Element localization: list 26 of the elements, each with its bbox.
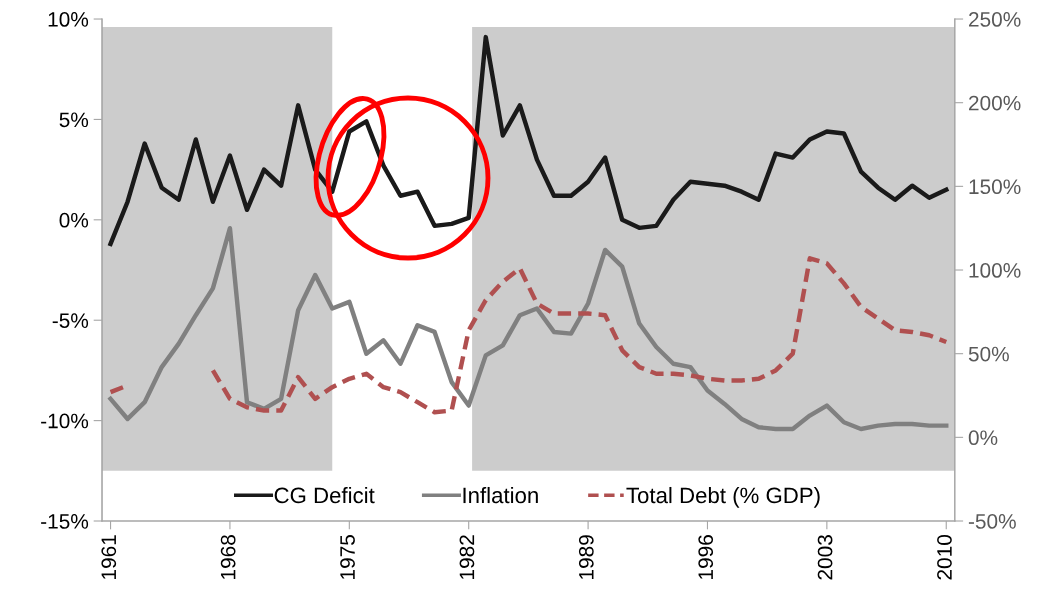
- x-tick-label: 1982: [459, 535, 475, 579]
- legend-label: CG Deficit: [274, 486, 375, 504]
- line-series: [108, 34, 949, 247]
- x-tick-label: 1968: [220, 535, 236, 579]
- y2-tick-label: 250%: [969, 12, 1021, 27]
- y2-tick-label: 150%: [969, 179, 1021, 195]
- y-tick-label: -10%: [41, 413, 89, 429]
- x-tick-label: 1961: [101, 535, 117, 579]
- line-series: [108, 225, 949, 432]
- y-tick-label: 0%: [59, 212, 89, 228]
- y2-tick-label: 200%: [969, 95, 1021, 111]
- y-tick-label: 5%: [59, 112, 89, 128]
- x-tick-label: 1975: [340, 535, 355, 579]
- legend-label: Inflation: [463, 486, 538, 504]
- y2-tick-label: -50%: [968, 514, 1016, 529]
- y2-tick-label: 0%: [968, 430, 998, 446]
- y2-tick-label: 50%: [968, 346, 1009, 362]
- x-tick-label: 1989: [578, 535, 594, 579]
- x-tick-label: 2010: [937, 535, 952, 580]
- y-tick-label: -5%: [52, 313, 89, 328]
- legend-label: Total Debt (% GDP): [626, 486, 820, 508]
- y-tick-label: 10%: [48, 12, 89, 27]
- x-tick-label: 2003: [817, 535, 833, 580]
- y-tick-label: -15%: [41, 514, 89, 529]
- y2-tick-label: 100%: [969, 263, 1021, 278]
- x-tick-label: 1996: [698, 535, 714, 579]
